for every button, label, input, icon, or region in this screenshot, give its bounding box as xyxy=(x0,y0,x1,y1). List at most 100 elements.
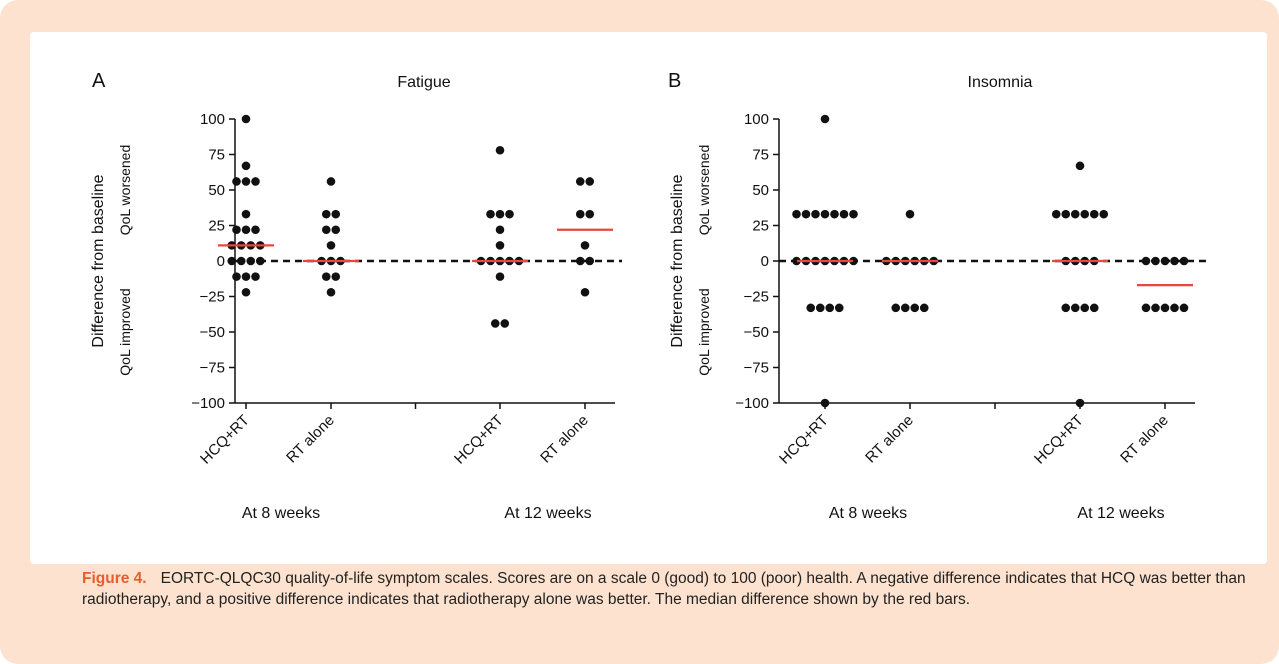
panel-b-data-point xyxy=(1089,209,1099,219)
panel-b-data-point xyxy=(1070,209,1080,219)
panel-a-data-point xyxy=(241,209,251,219)
panel-a-y-tick-label: 100 xyxy=(200,111,225,128)
panel-a-y-axis-title: Difference from baseline xyxy=(90,174,107,347)
panel-a-data-point xyxy=(575,256,585,266)
panel-b-y-tick-label: −100 xyxy=(735,395,769,412)
panel-a-x-tick-label: RT alone xyxy=(537,412,592,467)
panel-a-y-tick-label: −100 xyxy=(191,395,225,412)
panel-b-data-point xyxy=(1099,209,1109,219)
panel-a-data-point xyxy=(331,225,341,235)
panel-b-data-point xyxy=(820,114,830,124)
panel-b-data-point xyxy=(849,256,858,266)
panel-b-data-point xyxy=(1075,398,1085,408)
panel-b-y-axis-lower-label: QoL improved xyxy=(696,288,712,375)
panel-a-data-point xyxy=(321,272,331,281)
panel-b-data-point xyxy=(1061,303,1071,313)
chart-area xyxy=(30,32,1267,564)
caption-text: EORTC-QLQC30 quality-of-life symptom sca… xyxy=(82,570,1246,608)
panel-b-data-point xyxy=(830,209,839,219)
panel-a-y-tick-label: 25 xyxy=(208,218,225,235)
panel-b-data-point xyxy=(1179,256,1189,266)
panel-a-data-point xyxy=(241,161,251,171)
panel-b-data-point xyxy=(834,303,844,313)
panel-b-y-tick-label: 25 xyxy=(752,218,769,235)
panel-a-data-point xyxy=(500,319,510,328)
panel-b-data-point xyxy=(1151,303,1160,313)
panel-b-data-point xyxy=(1170,303,1179,313)
panel-b-y-axis-upper-label: QoL worsened xyxy=(696,145,712,236)
panel-a-y-tick-label: −50 xyxy=(200,324,225,341)
caption-label: Figure 4. xyxy=(82,570,147,587)
panel-b-data-point xyxy=(1080,209,1090,219)
panel-b-x-tick-label: HCQ+RT xyxy=(776,412,832,468)
panel-a-data-point xyxy=(241,177,251,186)
panel-a-data-point xyxy=(580,241,590,250)
panel-b-data-point xyxy=(1141,256,1151,266)
panel-a-data-point xyxy=(585,177,595,186)
panel-a-data-point xyxy=(232,225,241,235)
panel-a-data-point xyxy=(241,225,251,235)
panel-a-data-point xyxy=(241,287,251,297)
panel-a-data-point xyxy=(580,287,590,297)
panel-b-x-tick-label: RT alone xyxy=(1117,412,1172,467)
panel-b-data-point xyxy=(1070,303,1080,313)
panel-b-data-point xyxy=(1089,303,1099,313)
panel-a-data-point xyxy=(326,287,336,297)
panel-a-data-point xyxy=(486,209,495,219)
panel-b-x-tick-label: HCQ+RT xyxy=(1031,412,1087,468)
panel-b-y-tick-label: −75 xyxy=(744,360,769,377)
panel-a-data-point xyxy=(495,145,505,155)
panel-a-x-tick-label: RT alone xyxy=(283,412,338,467)
panel-b-data-point xyxy=(820,398,830,408)
panel-b-data-point xyxy=(1061,209,1071,219)
panel-b-data-point xyxy=(801,209,811,219)
panel-b-y-tick-label: −50 xyxy=(744,324,769,341)
panel-a-data-point xyxy=(495,225,505,235)
panel-a-x-tick-label: HCQ+RT xyxy=(197,412,253,468)
panel-a-y-tick-label: −75 xyxy=(200,360,225,377)
panel-a-data-point xyxy=(575,177,585,186)
panel-b-y-axis-title: Difference from baseline xyxy=(669,174,686,347)
panel-b-data-point xyxy=(806,303,816,313)
panel-b-data-point xyxy=(820,209,830,219)
panel-a-data-point xyxy=(490,319,500,328)
panel-b-data-point xyxy=(815,303,825,313)
panel-b-x-tick-label: RT alone xyxy=(862,412,917,467)
panel-a-y-tick-label: −25 xyxy=(200,289,225,306)
panel-a-label: A xyxy=(92,70,106,92)
panel-b-data-point xyxy=(825,303,835,313)
figure-caption: Figure 4. EORTC-QLQC30 quality-of-life sy… xyxy=(82,568,1272,610)
panel-b-data-point xyxy=(1075,161,1085,171)
panel-b-data-point xyxy=(891,303,901,313)
panel-b-data-point xyxy=(1160,256,1170,266)
panel-a-title: Fatigue xyxy=(397,74,450,91)
panel-a-data-point xyxy=(232,177,241,186)
panel-a-data-point xyxy=(321,225,331,235)
panel-a-data-point xyxy=(331,209,341,219)
panel-a-data-point xyxy=(575,209,585,219)
panel-a-data-point xyxy=(251,177,260,186)
panel-a-data-point xyxy=(326,177,336,186)
panel-a-x-tick-label: HCQ+RT xyxy=(451,412,507,468)
panel-b-data-point xyxy=(849,209,858,219)
panel-a-data-point xyxy=(585,209,595,219)
panel-b-data-point xyxy=(1160,303,1170,313)
panel-a-y-tick-label: 0 xyxy=(217,253,225,270)
panel-b-data-point xyxy=(910,303,920,313)
panel-b-data-point xyxy=(1179,303,1189,313)
panel-a-data-point xyxy=(495,209,505,219)
panel-a-data-point xyxy=(505,209,514,219)
panel-b-group-label: At 8 weeks xyxy=(829,505,907,522)
panel-b-data-point xyxy=(905,209,915,219)
panel-b-y-tick-label: 75 xyxy=(752,147,769,164)
panel-b-data-point xyxy=(919,303,929,313)
panel-a-data-point xyxy=(241,272,251,281)
panel-a-y-tick-label: 75 xyxy=(208,147,225,164)
panel-a-data-point xyxy=(331,272,341,281)
panel-b-title: Insomnia xyxy=(968,74,1033,91)
panel-b-data-point xyxy=(792,209,801,219)
panel-a-y-axis-lower-label: QoL improved xyxy=(117,288,133,375)
panel-a-y-axis-upper-label: QoL worsened xyxy=(117,145,133,236)
panel-b-data-point xyxy=(1141,303,1151,313)
